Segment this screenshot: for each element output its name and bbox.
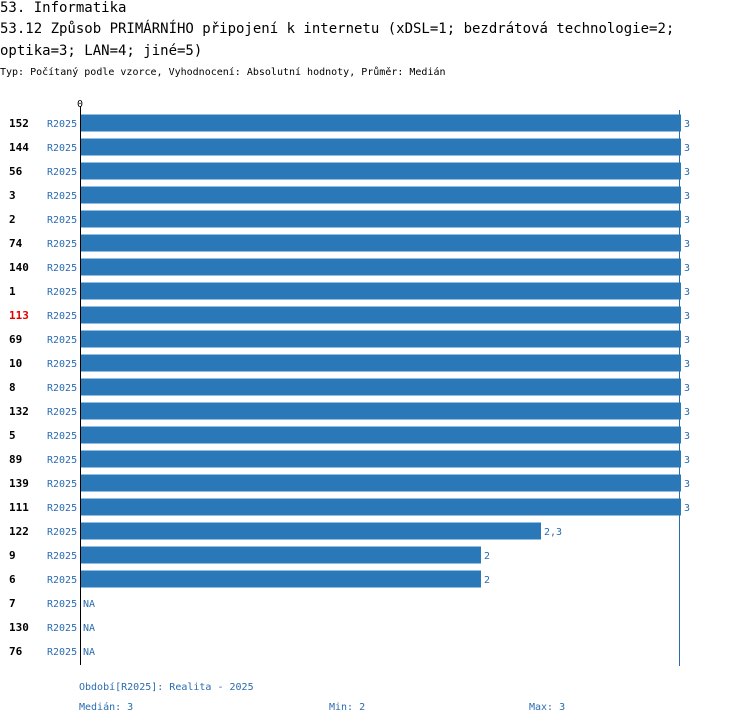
bar-value-label: 3 — [684, 215, 690, 226]
row-period-label: R2025 — [47, 479, 77, 490]
bar-value-label: 3 — [684, 455, 690, 466]
row-id-label: 139 — [9, 477, 29, 490]
chart-section-title: 53. Informatika — [0, 0, 127, 16]
row-period-label: R2025 — [47, 623, 77, 634]
bar-value-label: 3 — [684, 191, 690, 202]
bar-value-label: 3 — [684, 119, 690, 130]
bar — [81, 186, 681, 204]
row-id-label: 10 — [9, 357, 22, 370]
row-id-label: 6 — [9, 573, 16, 586]
bar-value-label: 3 — [684, 407, 690, 418]
row-period-label: R2025 — [47, 215, 77, 226]
bar-value-label: 3 — [684, 431, 690, 442]
row-id-label: 130 — [9, 621, 29, 634]
bar — [81, 138, 681, 156]
bar — [81, 546, 481, 564]
bar — [81, 210, 681, 228]
bar-value-label: 3 — [684, 359, 690, 370]
row-period-label: R2025 — [47, 647, 77, 658]
row-period-label: R2025 — [47, 407, 77, 418]
bar — [81, 306, 681, 324]
bar — [81, 522, 541, 540]
chart-question-title-continued: optika=3; LAN=4; jiné=5) — [0, 43, 203, 59]
row-id-label: 56 — [9, 165, 23, 178]
row-period-label: R2025 — [47, 431, 77, 442]
row-id-label: 89 — [9, 453, 22, 466]
x-tick-label: 0 — [77, 99, 83, 110]
bar — [81, 162, 681, 180]
bar-value-label: 3 — [684, 167, 690, 178]
row-id-label: 7 — [9, 597, 16, 610]
bar — [81, 282, 681, 300]
row-period-label: R2025 — [47, 119, 77, 130]
bar-value-label: 3 — [684, 383, 690, 394]
row-period-label: R2025 — [47, 335, 77, 346]
bar — [81, 234, 681, 252]
bar-value-label: 3 — [684, 239, 690, 250]
bar-value-label: 3 — [684, 479, 690, 490]
row-id-label: 132 — [9, 405, 29, 418]
row-period-label: R2025 — [47, 311, 77, 322]
bar — [81, 474, 681, 492]
row-id-label: 69 — [9, 333, 22, 346]
bar-value-label: NA — [83, 599, 95, 610]
bar — [81, 570, 481, 588]
bar-value-label: 2 — [484, 551, 490, 562]
bar — [81, 450, 681, 468]
row-period-label: R2025 — [47, 503, 77, 514]
bar — [81, 498, 681, 516]
bar — [81, 330, 681, 348]
row-id-label: 1 — [9, 285, 16, 298]
bar — [81, 378, 681, 396]
bar-value-label: 3 — [684, 311, 690, 322]
max-stat: Max: 3 — [529, 702, 566, 713]
bar-value-label: 3 — [684, 503, 690, 514]
bar-value-label: 3 — [684, 335, 690, 346]
bar-value-label: 3 — [684, 263, 690, 274]
min-stat: Min: 2 — [329, 702, 366, 713]
chart-question-title: 53.12 Způsob PRIMÁRNÍHO připojení k inte… — [0, 21, 675, 37]
bar-value-label: 2,3 — [544, 527, 562, 538]
row-id-label: 140 — [9, 261, 29, 274]
row-id-label: 122 — [9, 525, 29, 538]
bar — [81, 258, 681, 276]
row-id-label: 2 — [9, 213, 16, 226]
row-id-label: 144 — [9, 141, 29, 154]
bar-value-label: 2 — [484, 575, 490, 586]
bar — [81, 114, 681, 132]
row-id-label: 152 — [9, 117, 29, 130]
bar-value-label: 3 — [684, 143, 690, 154]
row-period-label: R2025 — [47, 359, 77, 370]
row-period-label: R2025 — [47, 143, 77, 154]
row-period-label: R2025 — [47, 167, 77, 178]
bar-value-label: 3 — [684, 287, 690, 298]
row-period-label: R2025 — [47, 383, 77, 394]
row-id-label: 74 — [9, 237, 23, 250]
row-period-label: R2025 — [47, 551, 77, 562]
row-period-label: R2025 — [47, 527, 77, 538]
row-period-label: R2025 — [47, 191, 77, 202]
row-id-label: 76 — [9, 645, 23, 658]
row-id-label: 9 — [9, 549, 16, 562]
row-period-label: R2025 — [47, 239, 77, 250]
row-period-label: R2025 — [47, 263, 77, 274]
bar — [81, 354, 681, 372]
row-period-label: R2025 — [47, 455, 77, 466]
row-period-label: R2025 — [47, 287, 77, 298]
bar — [81, 402, 681, 420]
period-note: Období[R2025]: Realita - 2025 — [79, 682, 254, 693]
bar-value-label: NA — [83, 623, 95, 634]
row-period-label: R2025 — [47, 599, 77, 610]
bar — [81, 426, 681, 444]
chart-subtitle: Typ: Počítaný podle vzorce, Vyhodnocení:… — [0, 67, 446, 78]
row-id-label: 8 — [9, 381, 16, 394]
median-stat: Medián: 3 — [79, 702, 134, 713]
row-id-label: 113 — [9, 309, 29, 322]
row-id-label: 5 — [9, 429, 16, 442]
row-id-label: 111 — [9, 501, 29, 514]
bar-value-label: NA — [83, 647, 95, 658]
row-period-label: R2025 — [47, 575, 77, 586]
row-id-label: 3 — [9, 189, 16, 202]
